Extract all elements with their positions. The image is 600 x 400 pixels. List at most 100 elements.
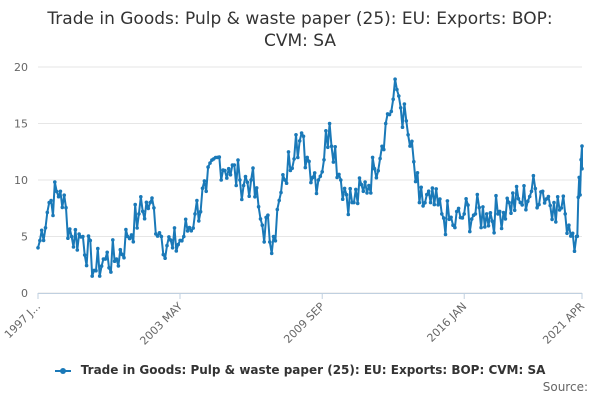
data-point[interactable] xyxy=(234,183,238,188)
data-point[interactable] xyxy=(542,201,547,205)
data-point[interactable] xyxy=(419,185,424,190)
legend[interactable]: Trade in Goods: Pulp & waste paper (25):… xyxy=(0,363,600,377)
data-point[interactable] xyxy=(363,180,367,184)
data-point[interactable] xyxy=(39,228,44,233)
data-point[interactable] xyxy=(374,175,379,180)
data-point[interactable] xyxy=(509,211,513,215)
data-point[interactable] xyxy=(183,217,188,222)
data-point[interactable] xyxy=(135,226,139,230)
data-point[interactable] xyxy=(333,145,338,149)
data-point[interactable] xyxy=(305,155,310,160)
data-point[interactable] xyxy=(253,195,257,199)
data-point[interactable] xyxy=(167,235,171,239)
data-point[interactable] xyxy=(107,266,111,270)
data-point[interactable] xyxy=(226,166,231,171)
data-point[interactable] xyxy=(140,209,145,214)
data-point[interactable] xyxy=(64,205,68,210)
data-point[interactable] xyxy=(260,223,265,227)
data-point[interactable] xyxy=(116,264,121,268)
data-point[interactable] xyxy=(563,212,567,216)
data-point[interactable] xyxy=(131,240,136,244)
data-point[interactable] xyxy=(193,212,197,216)
data-point[interactable] xyxy=(219,178,223,182)
data-point[interactable] xyxy=(232,163,237,167)
data-point[interactable] xyxy=(526,199,530,203)
data-point[interactable] xyxy=(281,173,285,177)
data-point[interactable] xyxy=(561,194,566,198)
data-point[interactable] xyxy=(90,274,94,278)
data-point[interactable] xyxy=(395,87,399,92)
data-point[interactable] xyxy=(443,232,448,237)
data-point[interactable] xyxy=(146,206,151,211)
data-point[interactable] xyxy=(322,158,326,162)
data-point[interactable] xyxy=(496,212,500,216)
data-point[interactable] xyxy=(570,231,575,236)
data-point[interactable] xyxy=(165,243,169,248)
data-point[interactable] xyxy=(247,194,251,198)
data-point[interactable] xyxy=(477,205,482,210)
data-point[interactable] xyxy=(77,232,81,236)
data-point[interactable] xyxy=(492,231,496,235)
data-point[interactable] xyxy=(475,192,480,197)
data-point[interactable] xyxy=(348,186,353,191)
data-point[interactable] xyxy=(129,233,134,237)
data-point[interactable] xyxy=(157,231,162,235)
data-point[interactable] xyxy=(254,186,259,190)
data-point[interactable] xyxy=(445,199,450,203)
data-point[interactable] xyxy=(531,173,536,178)
data-point[interactable] xyxy=(238,178,242,182)
data-point[interactable] xyxy=(421,204,425,208)
data-point[interactable] xyxy=(456,206,461,211)
data-point[interactable] xyxy=(352,200,356,205)
data-point[interactable] xyxy=(567,223,571,227)
data-point[interactable] xyxy=(266,213,270,217)
data-point[interactable] xyxy=(299,131,304,135)
data-point[interactable] xyxy=(150,196,154,200)
data-point[interactable] xyxy=(301,134,306,139)
data-point[interactable] xyxy=(578,193,582,197)
data-point[interactable] xyxy=(41,238,46,243)
data-point[interactable] xyxy=(62,193,66,197)
data-point[interactable] xyxy=(297,139,302,143)
data-point[interactable] xyxy=(488,211,493,215)
data-point[interactable] xyxy=(120,252,124,257)
data-point[interactable] xyxy=(60,205,65,210)
data-point[interactable] xyxy=(380,144,384,149)
data-point[interactable] xyxy=(501,210,506,215)
data-point[interactable] xyxy=(402,102,407,106)
data-point[interactable] xyxy=(486,224,491,228)
data-point[interactable] xyxy=(577,175,581,180)
data-point[interactable] xyxy=(81,234,85,239)
data-point[interactable] xyxy=(326,145,330,150)
data-point[interactable] xyxy=(483,225,487,229)
data-point[interactable] xyxy=(555,195,560,199)
data-point[interactable] xyxy=(49,198,53,203)
data-point[interactable] xyxy=(524,207,528,212)
data-point[interactable] xyxy=(397,94,401,98)
data-point[interactable] xyxy=(365,191,369,195)
data-point[interactable] xyxy=(579,157,583,162)
data-point[interactable] xyxy=(56,194,61,199)
data-point[interactable] xyxy=(43,226,48,230)
data-point[interactable] xyxy=(469,217,474,221)
data-point[interactable] xyxy=(139,195,143,199)
data-point[interactable] xyxy=(398,106,403,110)
data-point[interactable] xyxy=(540,189,545,194)
data-point[interactable] xyxy=(225,176,229,180)
data-point[interactable] xyxy=(189,229,194,233)
data-point[interactable] xyxy=(290,166,295,170)
data-point[interactable] xyxy=(329,144,334,148)
data-point[interactable] xyxy=(423,200,427,205)
data-point[interactable] xyxy=(240,197,244,202)
data-point[interactable] xyxy=(277,198,282,203)
data-point[interactable] xyxy=(320,170,325,174)
data-point[interactable] xyxy=(453,225,457,230)
data-point[interactable] xyxy=(275,207,280,212)
data-point[interactable] xyxy=(462,212,467,216)
data-point[interactable] xyxy=(425,192,429,197)
data-point[interactable] xyxy=(133,202,137,207)
data-point[interactable] xyxy=(137,212,141,216)
data-point[interactable] xyxy=(430,186,435,190)
data-point[interactable] xyxy=(161,252,166,257)
data-point[interactable] xyxy=(383,121,388,126)
